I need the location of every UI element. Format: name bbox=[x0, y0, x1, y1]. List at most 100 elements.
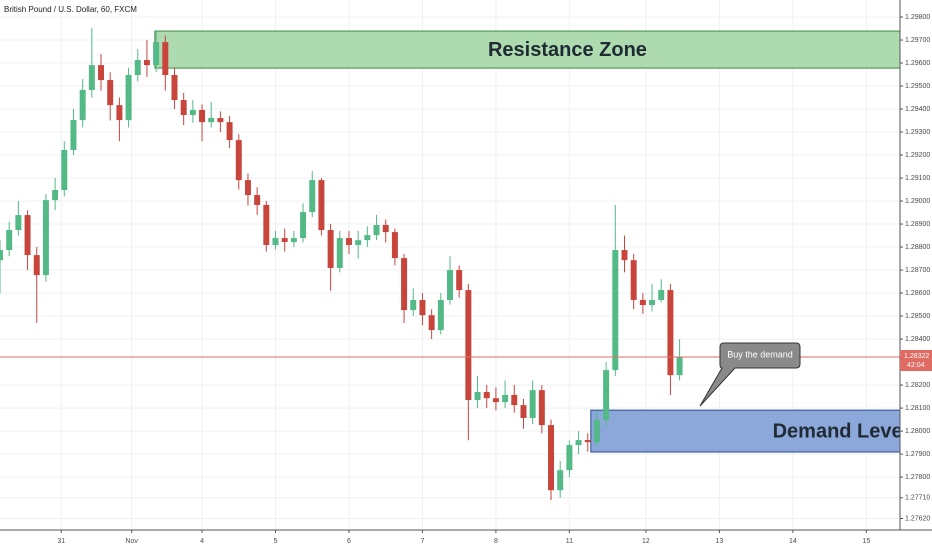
candle-body bbox=[263, 204, 270, 245]
candle-body bbox=[171, 74, 178, 101]
chart-title: British Pound / U.S. Dollar, 60, FXCM bbox=[4, 5, 137, 14]
candle-body bbox=[621, 250, 628, 261]
x-tick-label: 13 bbox=[715, 538, 723, 545]
candle-body bbox=[474, 391, 481, 401]
y-tick-label: 1.27800 bbox=[905, 474, 930, 481]
candle-body bbox=[15, 215, 22, 231]
zone-label: Demand Level bbox=[773, 420, 909, 442]
price-axis bbox=[900, 0, 932, 550]
candle-body bbox=[557, 470, 564, 491]
y-tick-label: 1.28100 bbox=[905, 405, 930, 412]
zone bbox=[590, 409, 901, 453]
candle-body bbox=[566, 445, 573, 471]
candle-body bbox=[125, 74, 132, 121]
candle-body bbox=[529, 390, 536, 418]
y-tick-label: 1.28700 bbox=[905, 267, 930, 274]
candle-body bbox=[309, 180, 316, 213]
y-tick-label: 1.29100 bbox=[905, 175, 930, 182]
candle-body bbox=[42, 200, 49, 276]
candle-body bbox=[437, 299, 444, 331]
candle-body bbox=[189, 109, 196, 116]
y-tick-label: 1.28600 bbox=[905, 290, 930, 297]
y-tick-label: 1.28900 bbox=[905, 221, 930, 228]
candle-body bbox=[79, 89, 86, 121]
candle-body bbox=[208, 118, 215, 123]
candle-body bbox=[630, 260, 637, 300]
candle-body bbox=[327, 230, 334, 268]
candle-body bbox=[33, 255, 40, 276]
candle-body bbox=[456, 270, 463, 291]
candle-body bbox=[70, 120, 77, 150]
candle-body bbox=[584, 440, 591, 443]
candle-body bbox=[272, 238, 279, 245]
y-tick-label: 1.28000 bbox=[905, 428, 930, 435]
candle-body bbox=[355, 240, 362, 245]
y-tick-label: 1.27900 bbox=[905, 451, 930, 458]
candle-body bbox=[419, 299, 426, 316]
x-tick-label: 5 bbox=[274, 538, 278, 545]
candle-body bbox=[300, 212, 307, 239]
x-tick-label: 31 bbox=[57, 538, 65, 545]
candle-body bbox=[88, 65, 95, 90]
x-tick-label: 11 bbox=[566, 538, 573, 545]
y-tick-label: 1.28400 bbox=[905, 336, 930, 343]
candle-body bbox=[0, 250, 3, 261]
candle-body bbox=[391, 232, 398, 259]
x-tick-label: 12 bbox=[642, 538, 650, 545]
candle-body bbox=[336, 238, 343, 268]
y-tick-label: 1.29600 bbox=[905, 60, 930, 67]
x-tick-label: 15 bbox=[862, 538, 870, 545]
candle-body bbox=[6, 230, 13, 251]
candle-body bbox=[134, 60, 141, 75]
last-price-tag bbox=[900, 350, 932, 372]
candle-body bbox=[639, 299, 646, 306]
y-tick-label: 1.28200 bbox=[905, 382, 930, 389]
candle-body bbox=[603, 370, 610, 421]
candle-body bbox=[107, 80, 114, 106]
candle-body bbox=[373, 224, 380, 236]
candle-body bbox=[199, 109, 206, 123]
candle-body bbox=[162, 42, 169, 75]
callout: Buy the demand bbox=[699, 342, 801, 407]
y-tick-label: 1.29400 bbox=[905, 106, 930, 113]
x-tick-label: 8 bbox=[494, 538, 498, 545]
candle-body bbox=[364, 235, 371, 241]
candle-body bbox=[382, 224, 389, 233]
candle-body bbox=[492, 398, 499, 403]
candle-body bbox=[290, 238, 297, 242]
y-tick-label: 1.29500 bbox=[905, 83, 930, 90]
candle-body bbox=[98, 65, 105, 81]
candle-body bbox=[548, 425, 555, 491]
candle-body bbox=[410, 299, 417, 311]
candle-body bbox=[143, 60, 150, 66]
y-tick-label: 1.29700 bbox=[905, 37, 930, 44]
y-tick-label: 1.29200 bbox=[905, 152, 930, 159]
candle-body bbox=[318, 180, 325, 231]
candle-body bbox=[447, 270, 453, 300]
candle-body bbox=[24, 215, 31, 256]
zone bbox=[154, 30, 901, 69]
candle-body bbox=[428, 315, 435, 331]
y-tick-label: 1.29300 bbox=[905, 129, 930, 136]
candle-body bbox=[254, 195, 261, 205]
candle-body bbox=[153, 42, 160, 66]
x-tick-label: 4 bbox=[200, 538, 204, 545]
x-tick-label: 6 bbox=[347, 538, 351, 545]
last-price-label: 1.28322 bbox=[904, 353, 929, 360]
candle-body bbox=[575, 440, 582, 446]
candle-body bbox=[649, 299, 656, 306]
candle-body bbox=[612, 250, 619, 371]
candle-body bbox=[281, 238, 288, 242]
candle-body bbox=[465, 290, 472, 401]
y-tick-label: 1.28800 bbox=[905, 244, 930, 251]
plot-area: Resistance Zone Demand Level bbox=[0, 0, 908, 530]
y-tick-label: 1.29800 bbox=[905, 14, 930, 21]
annotation: Buy the demand bbox=[727, 349, 793, 359]
y-tick-label: 1.27620 bbox=[905, 515, 930, 522]
callout-box bbox=[699, 342, 801, 407]
countdown: 42:04 bbox=[907, 362, 925, 369]
time-axis bbox=[0, 530, 932, 550]
zone-label: Resistance Zone bbox=[488, 39, 647, 61]
